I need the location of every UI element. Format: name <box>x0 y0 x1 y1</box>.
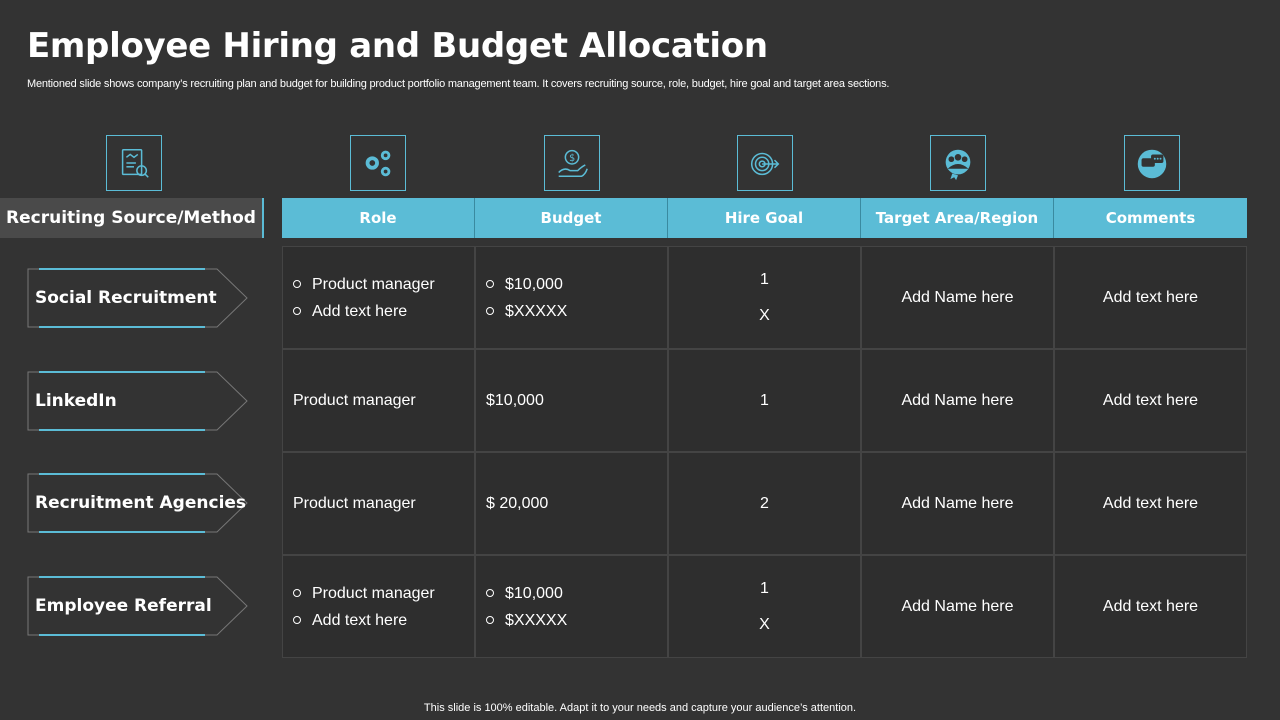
table-cell-comments: Add text here <box>1054 555 1247 658</box>
list-item: Product manager <box>293 580 435 607</box>
table-cell-role: Product manager Add text here <box>282 555 475 658</box>
svg-text:$: $ <box>569 153 575 164</box>
table-cell-comments: Add text here <box>1054 246 1247 349</box>
budget-hand-icon-box: $ <box>544 135 600 191</box>
header-role: Role <box>282 198 475 238</box>
budget-hand-icon: $ <box>558 149 588 178</box>
table-cell-comments: Add text here <box>1054 452 1247 555</box>
list-item: Add text here <box>293 298 435 325</box>
header-hire-goal: Hire Goal <box>668 198 861 238</box>
gears-icon-box <box>350 135 406 191</box>
tag-arrow-shape <box>27 473 248 533</box>
list-item: $XXXXX <box>486 607 567 634</box>
table-cell-role: Product manager <box>282 349 475 452</box>
table-cell-target: Add Name here <box>861 452 1054 555</box>
table-cell-hire-goal: 1 X <box>668 555 861 658</box>
team-badge-icon <box>945 149 971 181</box>
list-item: $10,000 <box>486 580 567 607</box>
source-label: Recruitment Agencies <box>35 493 247 513</box>
table-cell-budget: $10,000 $XXXXX <box>475 246 668 349</box>
table-cell-hire-goal: 2 <box>668 452 861 555</box>
target-icon-box <box>737 135 793 191</box>
list-item: $XXXXX <box>486 298 567 325</box>
table-cell-comments: Add text here <box>1054 349 1247 452</box>
tag-arrow-shape <box>27 268 248 328</box>
gears-icon <box>365 150 391 177</box>
source-tag-employee-referral: Employee Referral <box>27 576 249 636</box>
tag-arrow-shape <box>27 576 248 636</box>
source-tag-social-recruitment: Social Recruitment <box>27 268 249 328</box>
source-label: LinkedIn <box>35 391 117 411</box>
list-item: $10,000 <box>486 271 567 298</box>
table-cell-target: Add Name here <box>861 555 1054 658</box>
list-item: Add text here <box>293 607 435 634</box>
tag-arrow-shape <box>27 371 248 431</box>
table-cell-hire-goal: 1 <box>668 349 861 452</box>
list-item: Product manager <box>293 271 435 298</box>
hiring-table: Product manager Add text here $10,000 $X… <box>282 246 1247 658</box>
table-cell-role: Product manager <box>282 452 475 555</box>
table-cell-target: Add Name here <box>861 349 1054 452</box>
table-cell-target: Add Name here <box>861 246 1054 349</box>
target-icon <box>750 152 780 176</box>
slide-footer: This slide is 100% editable. Adapt it to… <box>423 702 857 714</box>
table-cell-budget: $10,000 $XXXXX <box>475 555 668 658</box>
chat-bubbles-icon-box <box>1124 135 1180 191</box>
table-cell-budget: $ 20,000 <box>475 452 668 555</box>
source-label: Employee Referral <box>35 596 212 616</box>
source-tag-linkedin: LinkedIn <box>27 371 249 431</box>
source-column-header: Recruiting Source/Method <box>0 198 264 238</box>
handshake-document-icon <box>121 148 149 178</box>
slide-subtitle: Mentioned slide shows company’s recruiti… <box>27 78 890 90</box>
handshake-document-icon-box <box>106 135 162 191</box>
source-tag-recruitment-agencies: Recruitment Agencies <box>27 473 249 533</box>
source-label: Social Recruitment <box>35 288 217 308</box>
chat-bubbles-icon <box>1137 149 1167 179</box>
table-cell-role: Product manager Add text here <box>282 246 475 349</box>
table-cell-budget: $10,000 <box>475 349 668 452</box>
table-cell-hire-goal: 1 X <box>668 246 861 349</box>
header-budget: Budget <box>475 198 668 238</box>
header-target-area: Target Area/Region <box>861 198 1054 238</box>
header-comments: Comments <box>1054 198 1247 238</box>
slide-title: Employee Hiring and Budget Allocation <box>27 26 768 66</box>
team-badge-icon-box <box>930 135 986 191</box>
